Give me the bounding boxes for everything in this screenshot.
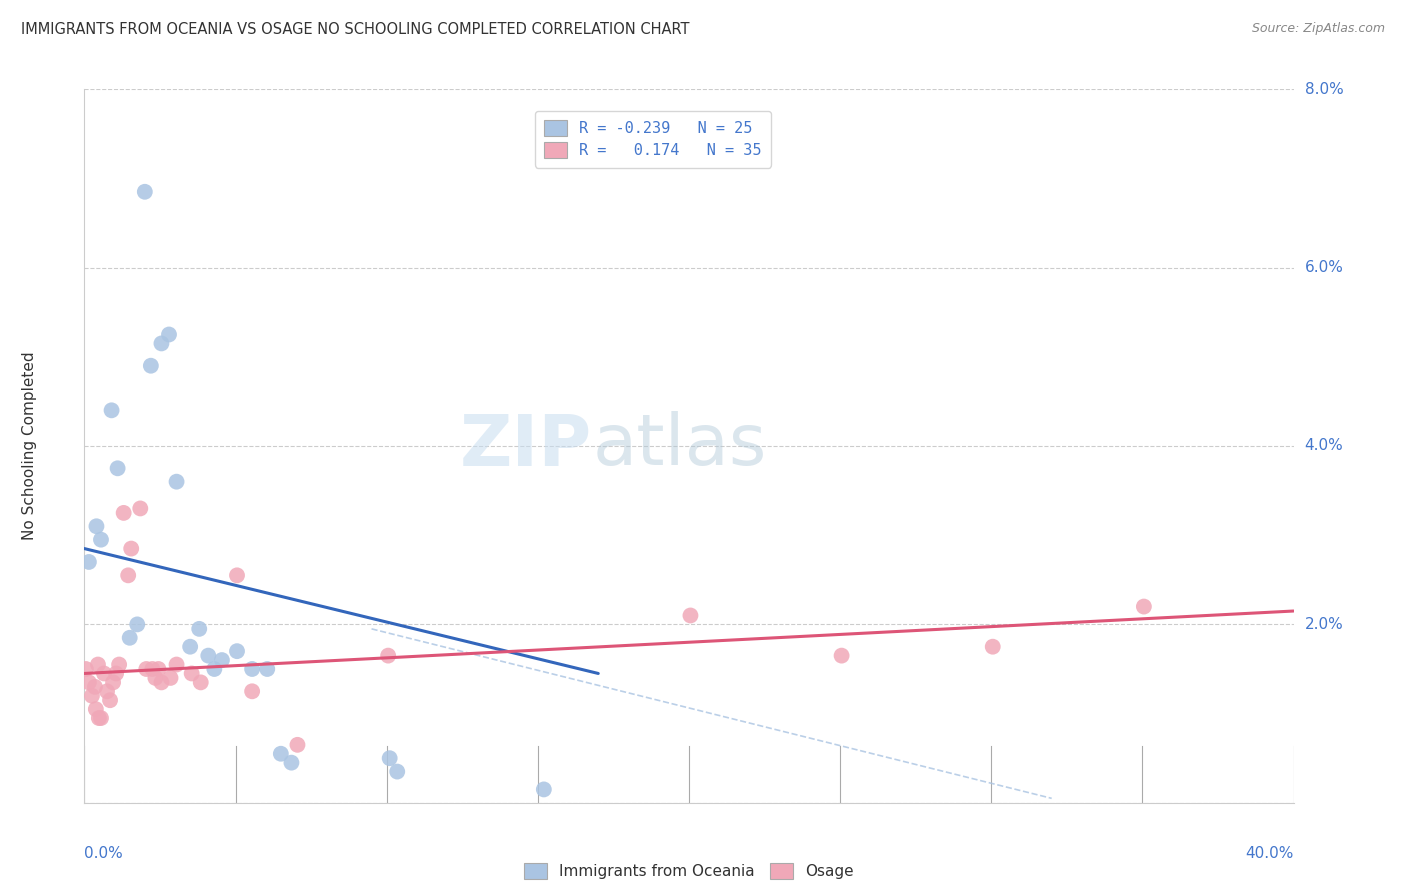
Point — [87, 711, 110, 725]
Point — [166, 475, 188, 489]
Point — [80, 689, 103, 703]
Point — [112, 506, 135, 520]
Point — [157, 327, 180, 342]
Point — [533, 782, 555, 797]
Text: 0.0%: 0.0% — [84, 846, 124, 861]
Text: 8.0%: 8.0% — [1305, 82, 1343, 96]
Point — [84, 680, 107, 694]
Point — [96, 684, 118, 698]
Point — [134, 185, 156, 199]
Point — [127, 617, 149, 632]
Point — [287, 738, 309, 752]
Point — [150, 675, 173, 690]
Text: atlas: atlas — [592, 411, 766, 481]
Point — [180, 666, 202, 681]
Point — [831, 648, 853, 663]
Point — [197, 648, 219, 663]
Point — [117, 568, 139, 582]
Legend: Immigrants from Oceania, Osage: Immigrants from Oceania, Osage — [517, 857, 860, 885]
Point — [84, 702, 107, 716]
Text: 6.0%: 6.0% — [1305, 260, 1344, 275]
Point — [86, 519, 108, 533]
Point — [211, 653, 233, 667]
Text: No Schooling Completed: No Schooling Completed — [22, 351, 38, 541]
Point — [135, 662, 157, 676]
Text: Source: ZipAtlas.com: Source: ZipAtlas.com — [1251, 22, 1385, 36]
Point — [179, 640, 201, 654]
Point — [202, 662, 225, 676]
Point — [118, 631, 141, 645]
Text: ZIP: ZIP — [460, 411, 592, 481]
Point — [150, 336, 173, 351]
Point — [378, 751, 401, 765]
Point — [280, 756, 302, 770]
Point — [108, 657, 131, 672]
Point — [226, 568, 249, 582]
Text: 4.0%: 4.0% — [1305, 439, 1343, 453]
Point — [679, 608, 702, 623]
Point — [98, 693, 121, 707]
Text: IMMIGRANTS FROM OCEANIA VS OSAGE NO SCHOOLING COMPLETED CORRELATION CHART: IMMIGRANTS FROM OCEANIA VS OSAGE NO SCHO… — [21, 22, 689, 37]
Point — [93, 666, 115, 681]
Point — [387, 764, 409, 779]
Point — [159, 671, 181, 685]
Point — [145, 671, 167, 685]
Point — [139, 359, 162, 373]
Point — [226, 644, 249, 658]
Point — [190, 675, 212, 690]
Point — [1133, 599, 1156, 614]
Point — [256, 662, 278, 676]
Point — [129, 501, 152, 516]
Point — [270, 747, 292, 761]
Text: 2.0%: 2.0% — [1305, 617, 1343, 632]
Point — [77, 675, 100, 690]
Text: 40.0%: 40.0% — [1246, 846, 1294, 861]
Point — [75, 662, 97, 676]
Point — [141, 662, 163, 676]
Point — [188, 622, 211, 636]
Point — [100, 403, 122, 417]
Point — [148, 662, 170, 676]
Point — [981, 640, 1004, 654]
Point — [77, 555, 100, 569]
Point — [107, 461, 129, 475]
Point — [120, 541, 142, 556]
Point — [105, 666, 128, 681]
Point — [240, 662, 263, 676]
Point — [101, 675, 124, 690]
Point — [166, 657, 188, 672]
Point — [90, 711, 112, 725]
Point — [90, 533, 112, 547]
Point — [377, 648, 399, 663]
Point — [240, 684, 263, 698]
Point — [87, 657, 110, 672]
